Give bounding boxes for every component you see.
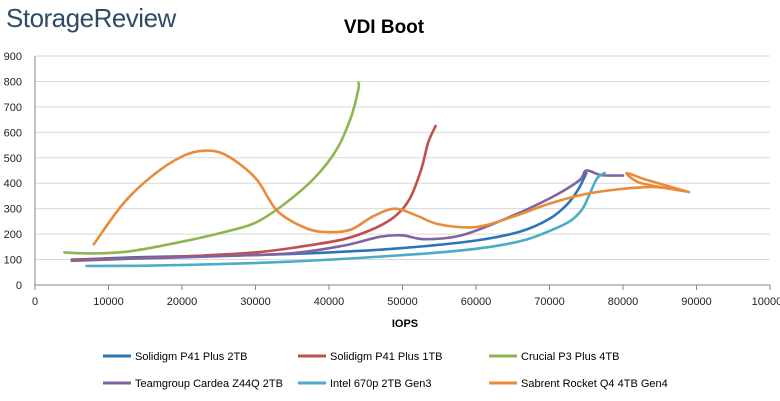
legend-label-teamgroup-cardea-z44q-2tb: Teamgroup Cardea Z44Q 2TB [135,378,283,390]
grid-lines [35,55,770,261]
series-lines [63,81,691,268]
legend-label-crucial-p3-plus-4tb: Crucial P3 Plus 4TB [521,351,619,363]
legend-label-intel-670p-2tb-gen3: Intel 670p 2TB Gen3 [330,378,432,390]
series-line-solidigm-p41-plus-1tb [70,124,437,261]
x-tick-label: 50000 [387,296,418,308]
legend-label-solidigm-p41-plus-1tb: Solidigm P41 Plus 1TB [330,351,443,363]
y-tick-label: 800 [4,76,22,88]
x-tick-label: 70000 [534,296,565,308]
y-tick-label: 300 [4,204,22,216]
y-tick-label: 0 [16,280,22,292]
x-tick-label: 80000 [608,296,639,308]
x-tick-label: 30000 [240,296,271,308]
tick-labels: 0 100 200 300 400 500 600 700 800 900 0 10000 20000 3… [4,51,780,308]
legend: Solidigm P41 Plus 2TB Solidigm P41 Plus 1… [103,351,668,390]
x-tick-label: 40000 [314,296,345,308]
y-tick-label: 400 [4,178,22,190]
y-tick-label: 200 [4,229,22,241]
y-tick-label: 100 [4,255,22,267]
storagereview-logo: StorageReview [6,3,177,33]
y-tick-label: 600 [4,127,22,139]
y-tick-label: 500 [4,153,22,165]
x-tick-label: 0 [32,296,38,308]
legend-label-solidigm-p41-plus-2tb: Solidigm P41 Plus 2TB [135,351,248,363]
legend-label-sabrent-rocket-q4-4tb-gen4: Sabrent Rocket Q4 4TB Gen4 [521,378,668,390]
series-line-sabrent-rocket-q4-4tb-gen4 [92,149,691,246]
y-tick-label: 900 [4,51,22,63]
x-tick-label: 10000 [93,296,124,308]
chart-title: VDI Boot [344,17,425,38]
series-line-teamgroup-cardea-z44q-2tb [70,169,625,263]
series-line-crucial-p3-plus-4tb [63,81,361,255]
y-tick-label: 700 [4,102,22,114]
x-tick-label: 90000 [681,296,712,308]
x-tick-label: 60000 [461,296,492,308]
x-tick-label: 100000 [752,296,780,308]
x-axis-label: IOPS [392,318,418,330]
axes [34,56,771,290]
x-tick-label: 20000 [167,296,198,308]
series-line-intel-670p-2tb-gen3 [85,171,606,268]
